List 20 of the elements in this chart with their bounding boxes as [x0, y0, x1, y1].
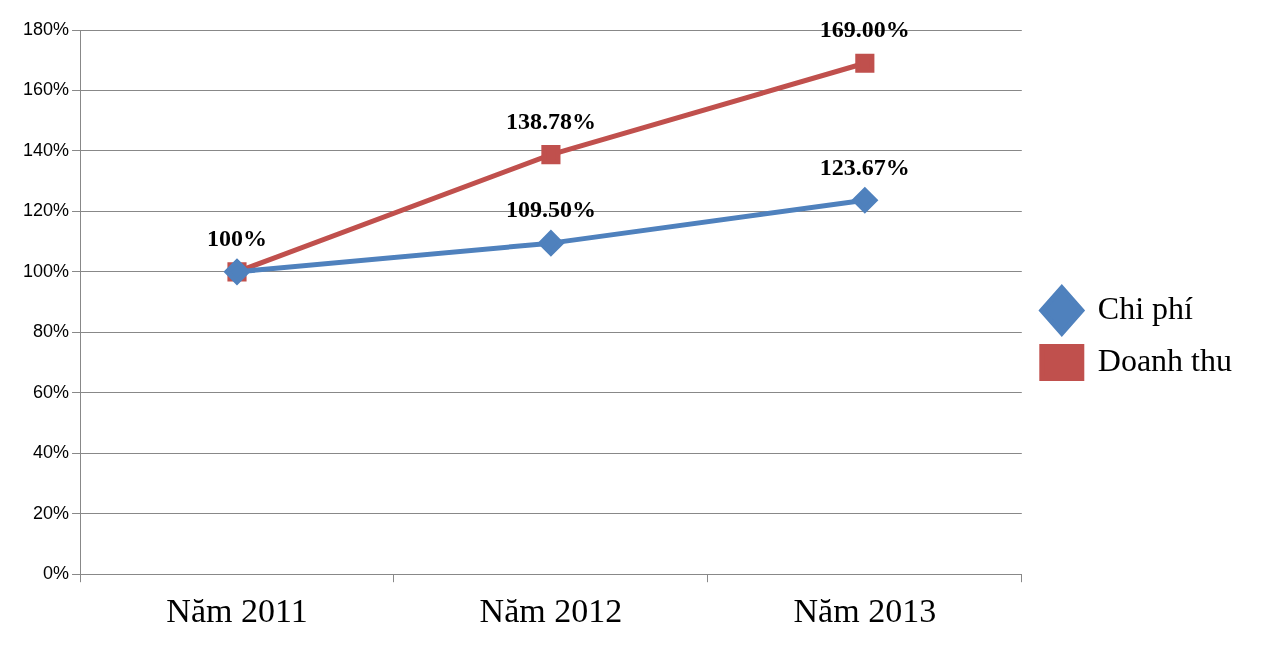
y-tick-label: 140%	[22, 139, 70, 160]
y-tick-label: 20%	[33, 502, 70, 523]
y-tick-label: 80%	[33, 321, 70, 342]
y-tick-label: 60%	[33, 381, 70, 402]
y-tick-label: 40%	[33, 442, 70, 463]
y-tick-label: 180%	[22, 18, 70, 39]
data-label: 109.50%	[505, 196, 596, 223]
x-tick-label: Năm 2012	[479, 591, 623, 629]
legend-label: Chi phí	[1097, 289, 1194, 326]
data-label: 123.67%	[819, 153, 910, 180]
y-tick-label: 120%	[22, 200, 70, 221]
x-tick-label: Năm 2011	[166, 591, 308, 629]
data-label: 138.78%	[505, 107, 596, 134]
y-tick-label: 160%	[22, 79, 70, 100]
legend-label: Doanh thu	[1097, 341, 1232, 378]
y-tick-label: 0%	[43, 563, 70, 584]
y-tick-label: 100%	[22, 260, 70, 281]
data-label: 100%	[207, 225, 267, 252]
x-tick-label: Năm 2013	[793, 591, 937, 629]
data-label: 169.00%	[819, 16, 910, 43]
